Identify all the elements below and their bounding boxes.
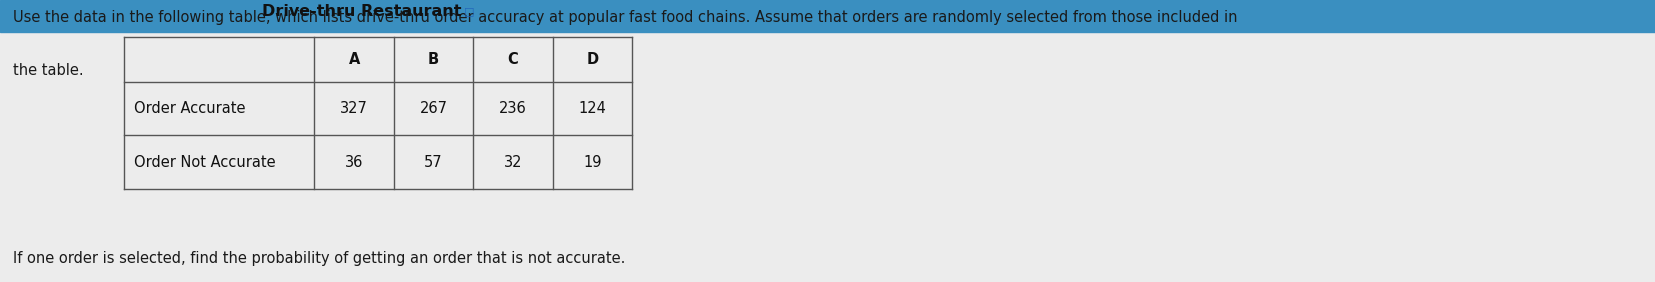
Text: 36: 36	[344, 155, 364, 170]
Text: 267: 267	[420, 101, 447, 116]
Text: the table.: the table.	[13, 63, 84, 78]
Text: Use the data in the following table, which lists drive-thru order accuracy at po: Use the data in the following table, whi…	[13, 10, 1238, 25]
Text: Order Not Accurate: Order Not Accurate	[134, 155, 276, 170]
Text: 124: 124	[579, 101, 606, 116]
Text: D: D	[586, 52, 599, 67]
Text: 19: 19	[583, 155, 602, 170]
Text: Order Accurate: Order Accurate	[134, 101, 245, 116]
Text: B: B	[429, 52, 439, 67]
Text: C: C	[508, 52, 518, 67]
Text: □: □	[463, 6, 475, 16]
Text: 327: 327	[341, 101, 367, 116]
Text: 236: 236	[500, 101, 526, 116]
Text: A: A	[349, 52, 359, 67]
Text: If one order is selected, find the probability of getting an order that is not a: If one order is selected, find the proba…	[13, 252, 626, 266]
Bar	[0, 0, 1655, 32]
Text: Drive-thru Restaurant: Drive-thru Restaurant	[261, 4, 462, 19]
Text: 32: 32	[503, 155, 523, 170]
Text: 57: 57	[424, 155, 444, 170]
